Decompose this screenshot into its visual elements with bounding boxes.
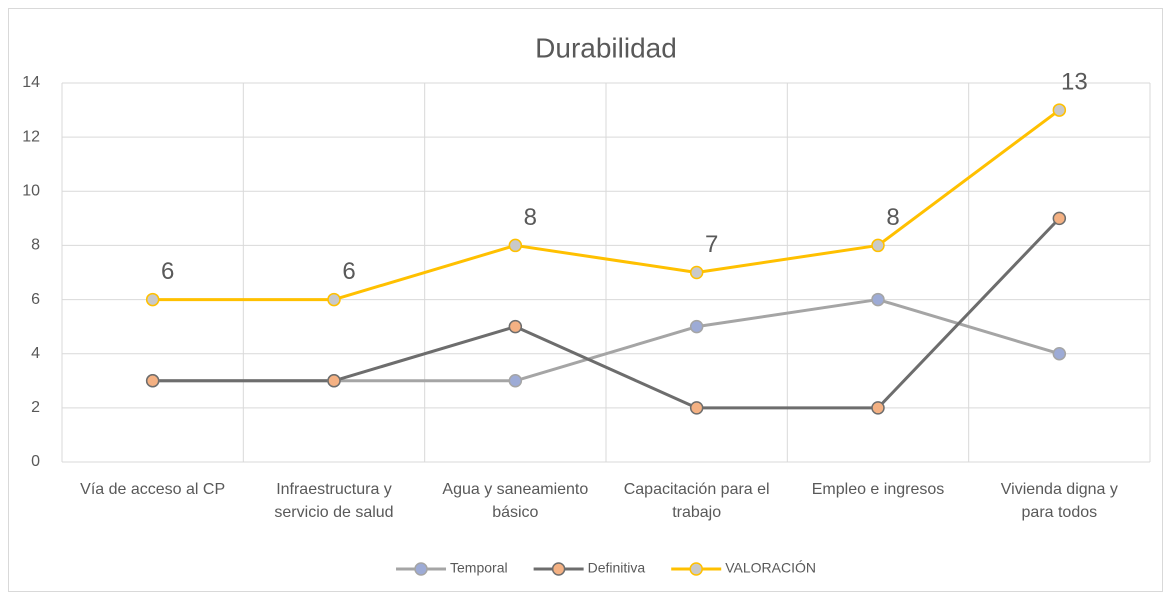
legend-label: VALORACIÓN bbox=[725, 560, 816, 576]
legend-item: Temporal bbox=[396, 560, 508, 576]
series-line bbox=[152, 217, 1061, 410]
x-tick-label: Capacitación para el trabajo bbox=[624, 481, 770, 521]
data-label: 8 bbox=[524, 204, 537, 231]
data-point bbox=[508, 319, 523, 334]
y-tick-label: 8 bbox=[31, 237, 40, 254]
legend-marker bbox=[551, 562, 566, 576]
x-tick-label: Agua y saneamiento básico bbox=[442, 481, 588, 521]
data-label: 6 bbox=[342, 258, 355, 285]
y-tick-label: 6 bbox=[31, 291, 40, 308]
x-tick-label: Vivienda digna y para todos bbox=[1001, 481, 1118, 521]
data-point bbox=[871, 292, 885, 307]
chart-title: Durabilidad bbox=[535, 32, 677, 63]
data-label: 6 bbox=[161, 258, 174, 285]
data-point bbox=[689, 319, 704, 334]
series-line bbox=[152, 108, 1061, 302]
data-point bbox=[327, 374, 341, 388]
legend-marker bbox=[414, 562, 428, 576]
data-point bbox=[689, 401, 704, 415]
y-tick-label: 14 bbox=[22, 74, 40, 91]
y-tick-label: 10 bbox=[22, 183, 40, 200]
legend-item: Definitiva bbox=[533, 560, 646, 576]
data-point bbox=[689, 265, 704, 280]
legend-label: Temporal bbox=[450, 560, 508, 576]
data-point bbox=[508, 238, 523, 253]
legend-label: Definitiva bbox=[588, 560, 646, 576]
data-point bbox=[871, 401, 885, 415]
data-point bbox=[871, 238, 885, 253]
data-label: 7 bbox=[705, 231, 718, 258]
y-tick-label: 2 bbox=[31, 399, 40, 416]
y-tick-label: 0 bbox=[31, 453, 40, 470]
y-tick-label: 4 bbox=[31, 345, 40, 362]
x-tick-label: Infraestructura y servicio de salud bbox=[274, 481, 393, 521]
data-point bbox=[1052, 211, 1067, 226]
data-point bbox=[1052, 103, 1067, 117]
legend: Temporal Definitiva VALORACIÓN bbox=[396, 560, 816, 576]
x-tick-label: Empleo e ingresos bbox=[812, 481, 945, 498]
legend-marker bbox=[689, 562, 703, 576]
data-point bbox=[145, 374, 160, 388]
data-point bbox=[508, 374, 523, 388]
x-tick-label: Vía de acceso al CP bbox=[80, 481, 225, 498]
data-point bbox=[145, 292, 160, 307]
y-tick-label: 12 bbox=[22, 128, 40, 145]
data-point bbox=[327, 292, 341, 307]
data-point bbox=[1052, 346, 1067, 361]
legend-item: VALORACIÓN bbox=[671, 560, 816, 576]
data-label: 8 bbox=[886, 204, 899, 231]
data-label: 13 bbox=[1061, 68, 1088, 95]
